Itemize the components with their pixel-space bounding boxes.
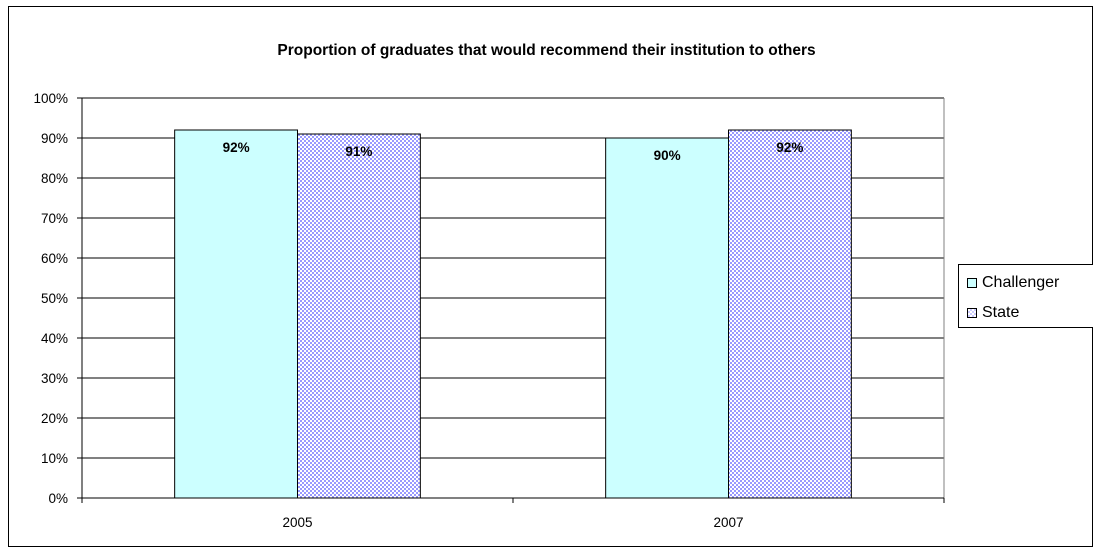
legend-label-state: State xyxy=(982,304,1020,321)
x-tick-label: 2007 xyxy=(713,515,743,530)
y-tick-label: 100% xyxy=(33,91,68,106)
labels: 0% 10% 20% 30% 40% 50% 60% 70% 80% 90% 100% 92% 91% 2… xyxy=(33,91,803,530)
y-tick-label: 30% xyxy=(41,371,68,386)
bar-challenger-2007 xyxy=(605,137,729,499)
legend: Challenger State xyxy=(958,264,1093,328)
data-label: 91% xyxy=(345,144,372,159)
x-tick-label: 2005 xyxy=(282,515,312,530)
y-tick-label: 60% xyxy=(41,251,68,266)
bar-challenger-2005 xyxy=(174,129,298,499)
y-tick-label: 40% xyxy=(41,331,68,346)
legend-swatch-challenger xyxy=(967,278,977,288)
data-label: 90% xyxy=(654,148,681,163)
legend-item-state: State xyxy=(967,303,1019,323)
data-label: 92% xyxy=(776,140,803,155)
y-tick-label: 80% xyxy=(41,171,68,186)
y-tick-label: 50% xyxy=(41,291,68,306)
y-tick-label: 10% xyxy=(41,451,68,466)
legend-swatch-state xyxy=(967,308,977,318)
y-tick-label: 20% xyxy=(41,411,68,426)
y-tick-label: 70% xyxy=(41,211,68,226)
data-label: 92% xyxy=(223,140,250,155)
bar-state-2005 xyxy=(297,133,421,499)
legend-label-challenger: Challenger xyxy=(982,274,1060,291)
bar-state-2007 xyxy=(728,129,852,499)
bars xyxy=(174,129,852,499)
axes xyxy=(77,97,945,503)
y-tick-label: 0% xyxy=(48,491,68,506)
y-tick-label: 90% xyxy=(41,131,68,146)
legend-item-challenger: Challenger xyxy=(967,273,1059,293)
chart-title: Proportion of graduates that would recom… xyxy=(277,42,816,59)
